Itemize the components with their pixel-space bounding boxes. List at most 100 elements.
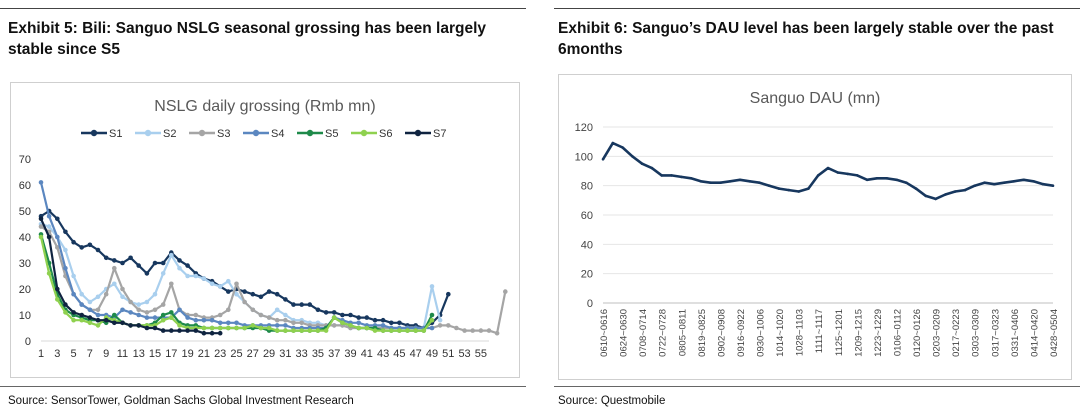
data-point-s6 xyxy=(95,323,101,328)
x-tick-label: 41 xyxy=(361,348,373,360)
data-point-dau xyxy=(1012,180,1016,183)
data-point-dau xyxy=(709,181,712,184)
data-point-s2 xyxy=(95,294,101,300)
data-point-s7 xyxy=(112,320,117,326)
x-tick-label: 0106~0112 xyxy=(892,309,903,356)
data-point-s6 xyxy=(209,325,215,331)
data-point-s1 xyxy=(307,302,313,307)
data-point-s7 xyxy=(71,310,76,315)
data-point-dau xyxy=(1041,182,1045,186)
data-point-dau xyxy=(836,171,840,174)
data-point-s3 xyxy=(144,310,150,315)
data-point-s1 xyxy=(331,310,337,315)
data-point-s7 xyxy=(201,330,207,336)
data-point-s2 xyxy=(193,273,199,279)
bottom-rule xyxy=(0,386,526,387)
x-tick-label: 1111~1117 xyxy=(814,309,825,353)
data-point-s4 xyxy=(274,323,280,328)
data-point-s4 xyxy=(120,307,125,313)
x-tick-label: 0819~0825 xyxy=(697,309,708,357)
data-point-s7 xyxy=(55,286,60,292)
data-point-s1 xyxy=(136,263,141,268)
data-point-s2 xyxy=(209,281,215,287)
data-point-dau xyxy=(758,181,761,184)
data-point-s1 xyxy=(364,315,370,320)
data-point-s3 xyxy=(478,328,484,333)
data-point-s7 xyxy=(177,328,182,333)
data-point-s7 xyxy=(144,325,150,331)
data-point-s6 xyxy=(46,271,52,276)
x-tick-label: 45 xyxy=(393,348,405,360)
data-point-s6 xyxy=(87,320,93,326)
legend-label-s5: S5 xyxy=(325,128,338,140)
x-tick-label: 0414~0420 xyxy=(1029,309,1040,357)
data-point-s3 xyxy=(446,323,451,328)
data-point-s1 xyxy=(79,245,84,250)
data-point-s1 xyxy=(103,255,109,261)
x-tick-label: 53 xyxy=(458,348,470,360)
data-point-s3 xyxy=(266,315,272,320)
data-point-s4 xyxy=(38,180,44,185)
series-line-s2 xyxy=(40,222,442,330)
data-point-s6 xyxy=(226,325,231,331)
x-tick-label: 5 xyxy=(71,348,77,360)
data-point-dau xyxy=(953,190,957,193)
legend-label-s7: S7 xyxy=(433,128,446,140)
data-point-dau xyxy=(924,194,928,198)
x-tick-label: 27 xyxy=(247,348,259,360)
data-point-s1 xyxy=(340,312,345,318)
x-tick-label: 17 xyxy=(165,348,177,360)
data-point-dau xyxy=(670,174,673,177)
legend-item-s5: S5 xyxy=(297,128,338,140)
data-point-s6 xyxy=(372,328,378,333)
data-point-s2 xyxy=(226,278,231,284)
data-point-s1 xyxy=(55,216,60,222)
x-tick-label: 19 xyxy=(181,348,193,360)
data-point-s2 xyxy=(429,284,435,289)
data-point-dau xyxy=(728,180,732,183)
x-tick-label: 0805~0811 xyxy=(677,309,688,356)
data-point-s2 xyxy=(79,291,84,297)
data-point-dau xyxy=(601,158,605,161)
data-point-s1 xyxy=(266,289,272,294)
data-point-s7 xyxy=(128,323,133,328)
x-tick-label: 51 xyxy=(442,348,454,360)
data-point-dau xyxy=(885,177,888,180)
y-tick-label: 40 xyxy=(19,232,31,244)
data-point-s6 xyxy=(405,328,410,333)
x-tick-label: 1014~1020 xyxy=(775,309,786,357)
data-point-s1 xyxy=(242,289,247,294)
legend-label-s1: S1 xyxy=(109,128,122,140)
data-point-dau xyxy=(640,162,644,165)
legend-item-s7: S7 xyxy=(405,128,446,140)
x-tick-label: 37 xyxy=(328,348,340,360)
data-point-dau xyxy=(660,174,663,177)
x-tick-label: 39 xyxy=(344,348,356,360)
data-point-s2 xyxy=(234,291,239,297)
data-point-dau xyxy=(738,178,742,182)
x-tick-label: 55 xyxy=(475,348,487,360)
data-point-s6 xyxy=(291,328,296,333)
data-point-s4 xyxy=(128,310,133,315)
data-point-s6 xyxy=(323,328,329,333)
chart-legend: S1 S2 S3 S4 S5 S6 S7 xyxy=(81,128,446,140)
x-tick-label: 0303~0309 xyxy=(971,309,982,357)
data-point-s1 xyxy=(128,255,133,261)
data-point-s1 xyxy=(323,310,329,315)
x-tick-label: 0916~0922 xyxy=(736,309,747,357)
data-point-dau xyxy=(1022,178,1025,182)
series-line-s1 xyxy=(40,209,450,330)
chart-frame: NSLG daily grossing (Rmb mn) S1 S2 S3 S4 S5 S6… xyxy=(10,82,520,378)
data-point-s3 xyxy=(274,317,280,323)
data-point-s6 xyxy=(389,328,394,333)
data-point-s3 xyxy=(136,307,141,313)
data-point-s3 xyxy=(503,289,508,294)
legend-label-s6: S6 xyxy=(379,128,392,140)
series-s1 xyxy=(38,208,451,331)
data-point-s2 xyxy=(71,273,76,279)
series-line-dau xyxy=(601,141,1054,201)
data-point-dau xyxy=(631,155,634,158)
data-point-s4 xyxy=(356,320,362,326)
top-rule xyxy=(554,8,1080,9)
legend-label-s4: S4 xyxy=(271,128,284,140)
